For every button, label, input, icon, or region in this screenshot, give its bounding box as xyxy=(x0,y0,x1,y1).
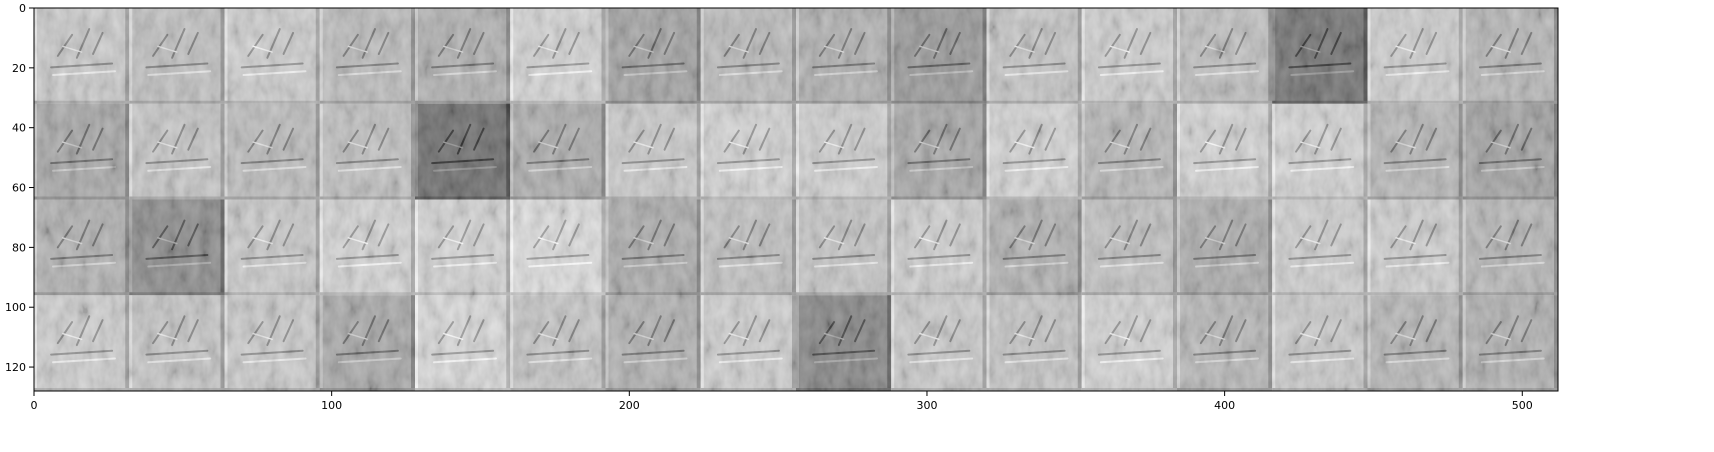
y-tick-label: 120 xyxy=(5,361,26,374)
x-tick-label: 100 xyxy=(321,399,342,412)
x-tick-label: 200 xyxy=(619,399,640,412)
y-tick-label: 100 xyxy=(5,301,26,314)
x-tick-label: 400 xyxy=(1214,399,1235,412)
plot-frame xyxy=(33,7,1559,392)
texture-overlay xyxy=(34,8,1558,391)
y-tick-label: 60 xyxy=(12,182,26,195)
x-tick-label: 300 xyxy=(916,399,937,412)
y-tick-label: 40 xyxy=(12,122,26,135)
y-tick-label: 80 xyxy=(12,241,26,254)
y-axis: 0 20 40 60 80 100 120 xyxy=(5,2,34,374)
x-axis: 0 100 200 300 400 500 xyxy=(31,391,1533,412)
x-tick-label: 500 xyxy=(1512,399,1533,412)
y-tick-label: 0 xyxy=(19,2,26,15)
x-tick-label: 0 xyxy=(31,399,38,412)
y-tick-label: 20 xyxy=(12,62,26,75)
